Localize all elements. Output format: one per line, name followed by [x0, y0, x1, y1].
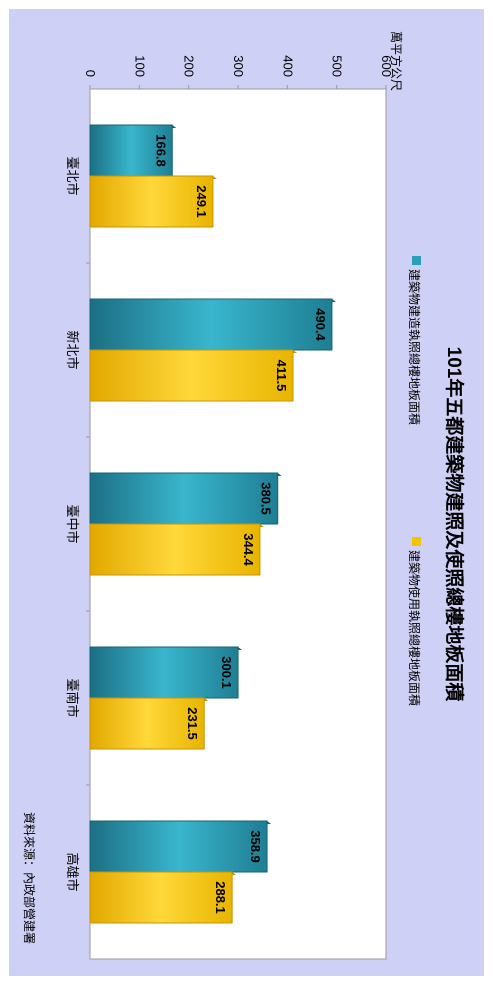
bar — [89, 298, 333, 351]
category-label: 新北市 — [65, 330, 80, 369]
bar-value-label: 411.5 — [274, 360, 289, 392]
y-tick-label: 100 — [132, 55, 147, 77]
value-axis-ticks: 0 100 200 300 400 500 600 — [83, 55, 394, 89]
bar — [89, 646, 239, 699]
legend: 建築物建造執照總樓地板面積 建築物使用執照總樓地板面積 — [407, 256, 422, 706]
legend-swatch-2 — [412, 537, 421, 546]
bar — [89, 175, 214, 228]
bar-value-label: 490.4 — [313, 308, 328, 341]
y-tick-label: 400 — [280, 55, 295, 77]
bar — [89, 871, 233, 924]
legend-label-1: 建築物建造執照總樓地板面積 — [407, 269, 422, 425]
bar-value-label: 231.5 — [185, 707, 200, 740]
bar — [89, 349, 294, 402]
bar-value-label: 358.9 — [248, 830, 263, 863]
bar-value-label: 380.5 — [259, 482, 274, 515]
bars-group: 166.8 249.1 490.4 411.5 380.5 344.4 300.1 231.5… — [89, 124, 336, 924]
category-label: 臺中市 — [65, 504, 80, 543]
bar-value-label: 300.1 — [219, 656, 234, 689]
unit-label: 萬平方公尺 — [389, 31, 404, 91]
bar — [89, 697, 205, 750]
bar-value-label: 249.1 — [194, 185, 209, 218]
bar — [89, 820, 268, 873]
bar-value-label: 288.1 — [213, 881, 228, 914]
bar-value-label: 166.8 — [153, 134, 168, 167]
y-tick-label: 0 — [83, 70, 98, 77]
y-tick-label: 500 — [330, 55, 345, 77]
bar — [89, 124, 173, 177]
category-label: 臺南市 — [65, 678, 80, 717]
bar-chart: 101年五都建築物建照及使照總樓地板面積 建築物建造執照總樓地板面積 建築物使用… — [22, 31, 466, 960]
chart-frame: 101年五都建築物建照及使照總樓地板面積 建築物建造執照總樓地板面積 建築物使用… — [9, 9, 484, 976]
bar — [89, 523, 261, 576]
bar-value-label: 344.4 — [241, 533, 256, 566]
y-tick-label: 600 — [379, 55, 394, 77]
source-note: 資料來源：內政部營建署 — [22, 812, 37, 944]
category-label: 高雄市 — [65, 852, 80, 891]
bar — [89, 472, 279, 525]
chart-title: 101年五都建築物建照及使照總樓地板面積 — [443, 347, 466, 702]
legend-label-2: 建築物使用執照總樓地板面積 — [407, 550, 422, 706]
y-tick-label: 300 — [231, 55, 246, 77]
category-label: 臺北市 — [65, 156, 80, 195]
y-tick-label: 200 — [182, 55, 197, 77]
legend-swatch-1 — [412, 256, 421, 265]
